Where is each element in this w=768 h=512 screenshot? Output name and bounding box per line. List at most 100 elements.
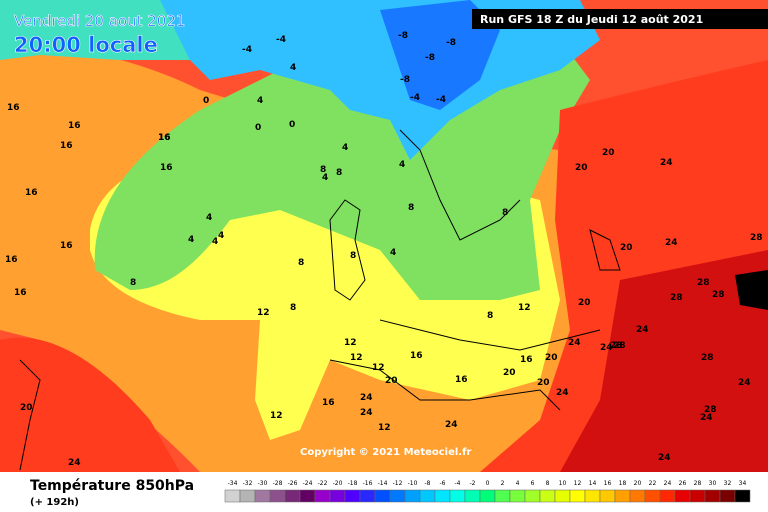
contour-label: 16 (322, 398, 335, 408)
legend-label: -6 (440, 480, 446, 487)
contour-label: 16 (60, 141, 73, 151)
legend-swatch (539, 489, 556, 503)
run-box (472, 9, 768, 29)
legend-label: 28 (694, 480, 702, 487)
legend-label: 16 (604, 480, 612, 487)
legend-label: -20 (333, 480, 343, 487)
run-info: Run GFS 18 Z du Jeudi 12 août 2021 (480, 13, 703, 26)
contour-label: 28 (613, 341, 626, 351)
legend-label: 12 (574, 480, 582, 487)
legend-swatch (479, 489, 496, 503)
contour-label: 24 (568, 338, 581, 348)
legend-label: 0 (486, 480, 490, 487)
contour-label: 8 (290, 303, 296, 313)
contour-label: 4 (212, 237, 218, 247)
contour-label: 4 (390, 248, 396, 258)
legend-swatch (419, 489, 436, 503)
legend-swatch (314, 489, 331, 503)
contour-label: 16 (60, 241, 73, 251)
legend-swatch (464, 489, 481, 503)
contour-label: 16 (455, 375, 468, 385)
contour-label: 28 (610, 341, 623, 351)
contour-label: 4 (342, 143, 348, 153)
contour-label: 24 (658, 453, 671, 463)
contour-label: 24 (68, 458, 81, 468)
legend-label: -12 (393, 480, 403, 487)
zone-darkred (560, 250, 768, 472)
legend-label: 2 (501, 480, 505, 487)
contour-label: 8 (320, 165, 326, 175)
contour-label: 16 (158, 133, 171, 143)
contour-label: 12 (518, 303, 531, 313)
legend: -34 -32 -30 -28 -26 -24 -22 -20 -18 -16 -14 -12 -10-… (224, 480, 751, 503)
legend-swatch (614, 489, 631, 503)
legend-label: 18 (619, 480, 627, 487)
legend-label: -8 (425, 480, 431, 487)
legend-swatch (704, 489, 721, 503)
contour-label: 12 (344, 338, 357, 348)
forecast-time: 20:00 locale (14, 33, 158, 57)
contour-label: 4 (399, 160, 405, 170)
legend-swatch (449, 489, 466, 503)
footer-title: Température 850hPa (30, 478, 194, 494)
contour-label: 24 (600, 343, 613, 353)
contour-label: 8 (298, 258, 304, 268)
legend-label: -4 (455, 480, 461, 487)
contour-label: 20 (602, 148, 615, 158)
contour-label: 4 (218, 231, 224, 241)
contour-label: 4 (188, 235, 194, 245)
legend-swatch (284, 489, 301, 503)
contour-label: 12 (270, 411, 283, 421)
contour-label: 24 (665, 238, 678, 248)
contour-label: 24 (660, 158, 673, 168)
legend-swatch (239, 489, 256, 503)
legend-swatch (629, 489, 646, 503)
legend-label: -2 (470, 480, 476, 487)
contour-label: 24 (738, 378, 751, 388)
legend-label: 34 (739, 480, 747, 487)
legend-label: 30 (709, 480, 717, 487)
contour-label: 8 (130, 278, 136, 288)
contour-label: 28 (697, 278, 710, 288)
copyright: Copyright © 2021 Meteociel.fr (300, 447, 471, 458)
contour-label: 24 (700, 413, 713, 423)
contour-label: 28 (670, 293, 683, 303)
contour-label: 20 (20, 403, 33, 413)
contour-label: 12 (372, 363, 385, 373)
contour-label: 20 (575, 163, 588, 173)
contour-label: 20 (620, 243, 633, 253)
legend-swatch (734, 489, 751, 503)
contour-label: -8 (425, 53, 435, 63)
contour-label: 16 (14, 288, 27, 298)
legend-label: 8 (546, 480, 550, 487)
contour-label: 16 (25, 188, 38, 198)
legend-swatch (269, 489, 286, 503)
contour-label: 24 (360, 408, 373, 418)
legend-swatch (329, 489, 346, 503)
contour-label: 8 (502, 208, 508, 218)
contour-label: 0 (255, 123, 261, 133)
contour-label: -8 (400, 75, 410, 85)
legend-label: -16 (363, 480, 373, 487)
legend-swatch (224, 489, 241, 503)
legend-swatch (719, 489, 736, 503)
contour-label: 4 (206, 213, 212, 223)
legend-swatch (509, 489, 526, 503)
zone-teal (0, 0, 190, 60)
legend-swatch (299, 489, 316, 503)
legend-swatch (644, 489, 661, 503)
legend-label: 4 (516, 480, 520, 487)
contour-label: -8 (446, 38, 456, 48)
legend-label: 20 (634, 480, 642, 487)
contour-label: 24 (360, 393, 373, 403)
contour-label: 8 (350, 251, 356, 261)
contour-label: -8 (398, 31, 408, 41)
contour-label: 8 (487, 311, 493, 321)
legend-swatch (659, 489, 676, 503)
legend-swatch (689, 489, 706, 503)
contour-label: 24 (556, 388, 569, 398)
contour-label: 28 (712, 290, 725, 300)
